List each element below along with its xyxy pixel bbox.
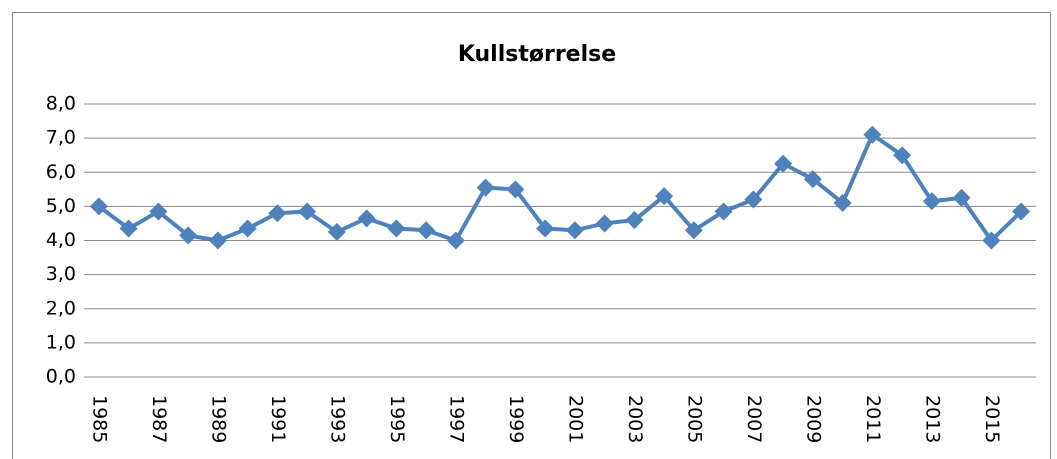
marker — [536, 219, 555, 238]
marker — [417, 221, 436, 240]
x-tick-label: 1985 — [88, 395, 110, 443]
marker — [446, 231, 465, 250]
marker — [833, 193, 852, 212]
marker — [565, 221, 584, 240]
x-tick-label: 2009 — [802, 395, 824, 443]
marker — [982, 231, 1001, 250]
x-tick-label: 2005 — [683, 395, 705, 443]
x-tick-label: 1987 — [148, 395, 170, 443]
y-tick-label: 3,0 — [46, 263, 76, 285]
y-tick-label: 6,0 — [46, 161, 76, 183]
x-tick-label: 1995 — [386, 395, 408, 443]
x-tick-label: 1989 — [207, 395, 229, 443]
x-tick-label: 2015 — [981, 395, 1003, 443]
marker — [89, 197, 108, 216]
marker — [893, 146, 912, 165]
marker — [922, 192, 941, 211]
marker — [803, 170, 822, 189]
x-tick-label: 1999 — [505, 395, 527, 443]
marker — [1012, 202, 1031, 221]
x-tick-label: 2011 — [862, 395, 884, 443]
y-tick-label: 5,0 — [46, 195, 76, 217]
marker — [387, 219, 406, 238]
marker — [684, 221, 703, 240]
chart-border — [12, 12, 1051, 459]
marker — [119, 219, 138, 238]
marker — [298, 202, 317, 221]
y-tick-label: 4,0 — [46, 229, 76, 251]
marker — [208, 231, 227, 250]
marker — [179, 226, 198, 245]
x-tick-label: 1993 — [326, 395, 348, 443]
marker — [357, 209, 376, 228]
marker — [149, 202, 168, 221]
marker — [238, 219, 257, 238]
y-tick-label: 1,0 — [46, 331, 76, 353]
x-tick-label: 1991 — [267, 395, 289, 443]
y-tick-label: 8,0 — [46, 93, 76, 115]
y-tick-label: 2,0 — [46, 297, 76, 319]
y-tick-label: 7,0 — [46, 127, 76, 149]
marker — [714, 202, 733, 221]
x-tick-label: 2001 — [564, 395, 586, 443]
chart-title: Kullstørrelse — [458, 42, 616, 67]
marker — [625, 211, 644, 230]
marker — [476, 178, 495, 197]
marker — [506, 180, 525, 199]
marker — [595, 214, 614, 233]
x-tick-label: 2013 — [921, 395, 943, 443]
y-tick-label: 0,0 — [46, 366, 76, 388]
marker — [655, 187, 674, 206]
marker — [863, 125, 882, 144]
marker — [744, 190, 763, 209]
x-tick-label: 2007 — [743, 395, 765, 443]
marker — [327, 222, 346, 241]
marker — [268, 204, 287, 223]
x-tick-label: 1997 — [445, 395, 467, 443]
marker — [774, 154, 793, 173]
x-tick-label: 2003 — [624, 395, 646, 443]
marker — [952, 188, 971, 207]
